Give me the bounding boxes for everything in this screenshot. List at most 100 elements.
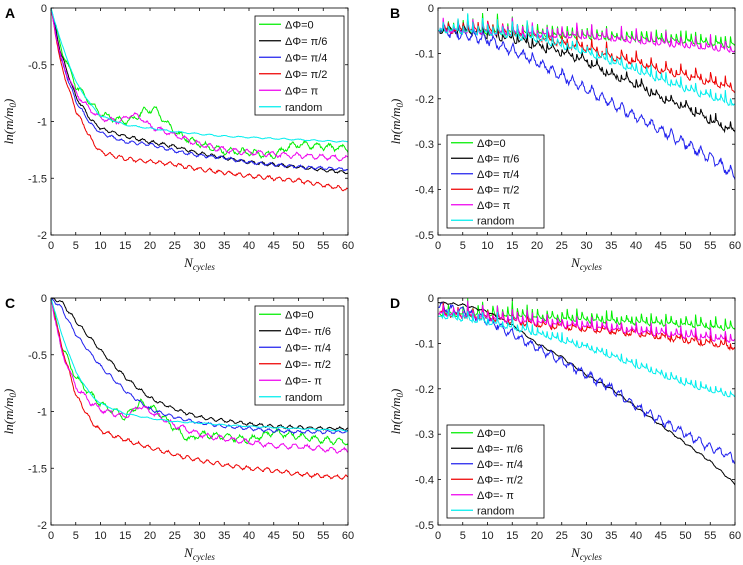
x-axis-label: Ncycles: [183, 545, 215, 562]
y-tick-label: -1: [37, 407, 47, 419]
x-tick-label: 25: [169, 530, 181, 542]
x-tick-label: 5: [460, 240, 466, 252]
legend-label: random: [477, 215, 514, 227]
x-tick-label: 15: [506, 530, 518, 542]
legend-label: ΔΦ= π/4: [477, 169, 519, 181]
x-tick-label: 40: [243, 530, 255, 542]
series-line-3: [51, 298, 348, 435]
legend-label: ΔΦ=- π/2: [477, 474, 523, 486]
y-tick-label: -0.5: [28, 350, 47, 362]
x-tick-label: 20: [531, 240, 543, 252]
y-tick-label: -0.5: [415, 230, 434, 242]
legend-label: random: [285, 102, 322, 114]
y-tick-label: -1.5: [28, 463, 47, 475]
legend-label: random: [285, 392, 322, 404]
legend-box: [446, 424, 545, 519]
x-tick-label: 15: [119, 530, 131, 542]
y-tick-label: 0: [428, 293, 434, 305]
panel-letter: C: [5, 295, 15, 311]
x-tick-label: 40: [243, 240, 255, 252]
x-tick-label: 15: [119, 240, 131, 252]
x-tick-label: 35: [605, 240, 617, 252]
panel-letter: B: [390, 5, 400, 21]
y-tick-label: -0.2: [415, 94, 434, 106]
y-axis-label: ln(m/m0): [388, 389, 405, 435]
y-axis-label: ln(m/m0): [1, 99, 18, 145]
legend-label: ΔΦ=- π/2: [285, 359, 331, 371]
legend-label: ΔΦ=- π: [285, 375, 322, 387]
legend-label: random: [477, 505, 514, 517]
panel-a: A 0 5 10 15 20 25 30 35 40 45 50 55 60 0 -0.5 -1 -1.5 -2 Nc…: [1, 3, 354, 272]
series-line-5: [438, 300, 735, 344]
legend-label: ΔΦ=0: [477, 428, 506, 440]
series-line-2: [438, 19, 735, 134]
x-tick-label: 20: [531, 530, 543, 542]
x-tick-label: 5: [73, 240, 79, 252]
legend-label: ΔΦ= π/2: [477, 184, 519, 196]
legend-box: [446, 134, 545, 229]
y-tick-label: -0.3: [415, 429, 434, 441]
legend-label: ΔΦ=0: [477, 138, 506, 150]
y-tick-label: -2: [37, 520, 47, 532]
x-tick-label: 45: [655, 240, 667, 252]
x-tick-label: 25: [556, 530, 568, 542]
x-tick-label: 40: [630, 530, 642, 542]
y-tick-label: -1: [37, 117, 47, 129]
x-tick-label: 60: [342, 530, 354, 542]
y-tick-label: -1.5: [28, 173, 47, 185]
y-axis-label: ln(m/m0): [1, 389, 18, 435]
panel-letter: D: [390, 295, 400, 311]
y-tick-label: 0: [41, 293, 47, 305]
x-tick-label: 50: [292, 530, 304, 542]
y-axis-label: ln(m/m0): [388, 99, 405, 145]
x-tick-label: 0: [435, 240, 441, 252]
legend: ΔΦ=0 ΔΦ= π/6 ΔΦ= π/4 ΔΦ= π/2 ΔΦ= π random: [446, 134, 545, 229]
x-tick-label: 60: [729, 530, 741, 542]
x-axis-label: Ncycles: [570, 255, 602, 272]
x-axis-label: Ncycles: [183, 255, 215, 272]
y-tick-label: -0.5: [28, 60, 47, 72]
x-tick-label: 30: [193, 240, 205, 252]
y-tick-label: 0: [428, 3, 434, 15]
legend-label: ΔΦ=- π: [477, 490, 514, 502]
y-tick-label: -0.2: [415, 384, 434, 396]
x-axis-label: Ncycles: [570, 545, 602, 562]
y-tick-label: -0.4: [415, 475, 434, 487]
x-tick-label: 10: [481, 530, 493, 542]
series-line-6: [438, 309, 735, 398]
x-tick-label: 10: [94, 240, 106, 252]
legend-label: ΔΦ=- π/4: [285, 342, 331, 354]
x-tick-label: 10: [94, 530, 106, 542]
x-tick-label: 50: [292, 240, 304, 252]
legend-label: ΔΦ= π: [285, 85, 319, 97]
legend-label: ΔΦ= π/6: [477, 153, 519, 165]
x-tick-label: 25: [169, 240, 181, 252]
x-tick-label: 60: [342, 240, 354, 252]
y-tick-label: -2: [37, 230, 47, 242]
x-tick-label: 55: [317, 240, 329, 252]
series-line-2: [51, 298, 348, 432]
series-line-5: [51, 298, 348, 454]
x-tick-label: 25: [556, 240, 568, 252]
y-tick-label: -0.5: [415, 520, 434, 532]
x-tick-label: 0: [48, 530, 54, 542]
x-tick-label: 0: [435, 530, 441, 542]
x-tick-label: 45: [655, 530, 667, 542]
x-tick-label: 60: [729, 240, 741, 252]
legend-label: ΔΦ= π/6: [285, 36, 327, 48]
y-tick-label: -0.4: [415, 185, 434, 197]
y-tick-label: 0: [41, 3, 47, 15]
series-line-6: [51, 8, 348, 143]
x-tick-label: 55: [704, 530, 716, 542]
legend-label: ΔΦ= π: [477, 200, 511, 212]
legend-label: ΔΦ=- π/4: [477, 459, 523, 471]
x-tick-label: 5: [73, 530, 79, 542]
series-line-6: [438, 13, 735, 107]
x-tick-label: 40: [630, 240, 642, 252]
legend-box: [254, 305, 345, 406]
x-tick-label: 35: [605, 530, 617, 542]
legend: ΔΦ=0 ΔΦ=- π/6 ΔΦ=- π/4 ΔΦ=- π/2 ΔΦ=- π random: [254, 305, 345, 406]
y-tick-label: -0.1: [415, 338, 434, 350]
x-tick-label: 55: [704, 240, 716, 252]
